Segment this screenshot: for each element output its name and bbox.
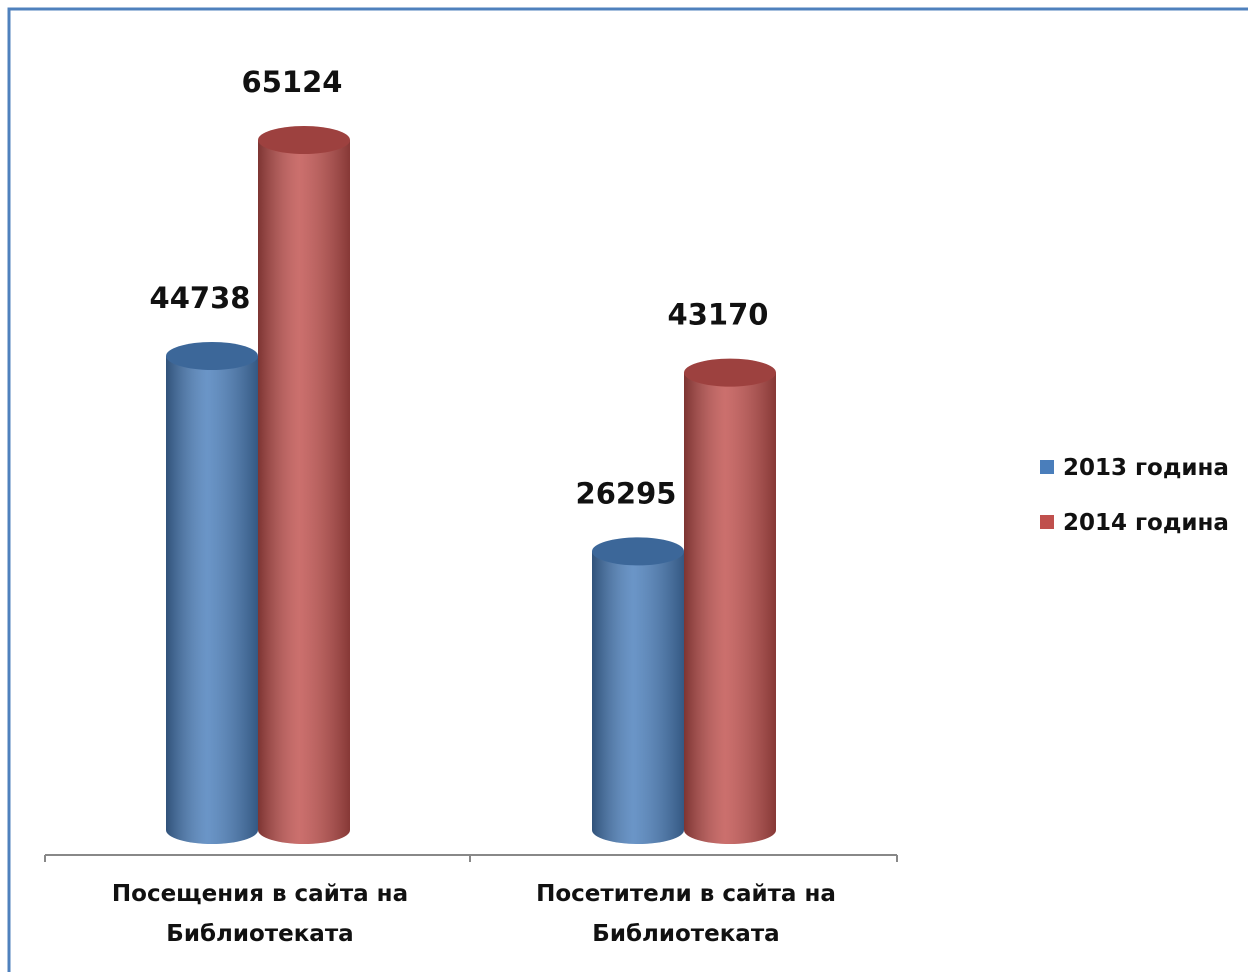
legend-label: 2013 година — [1063, 455, 1229, 481]
bar-shade — [684, 372, 776, 830]
bar-shade — [166, 355, 258, 830]
x-tick-label: Посетители в сайта на Библиотеката — [536, 881, 836, 947]
cylinder-top — [166, 341, 258, 370]
cylinder-top-shade — [684, 358, 776, 387]
value-label: 26295 — [576, 476, 677, 510]
bar-shade — [592, 551, 684, 830]
cylinder-top-shade — [592, 537, 684, 566]
value-label: 43170 — [668, 298, 769, 332]
value-label: 65124 — [242, 65, 343, 99]
x-tick-label: Посещения в сайта на Библиотеката — [111, 881, 409, 947]
cylinder-top — [258, 126, 350, 154]
legend-label: 2014 година — [1063, 510, 1229, 536]
bar-shade — [258, 140, 350, 830]
legend-swatch — [1040, 515, 1054, 529]
cylinder-top-shade — [166, 341, 258, 370]
cylinder-top-shade — [258, 126, 350, 154]
cylinder-top — [592, 537, 684, 566]
legend-swatch — [1040, 460, 1054, 474]
value-label: 44738 — [150, 281, 251, 315]
cylinder-top — [684, 358, 776, 387]
